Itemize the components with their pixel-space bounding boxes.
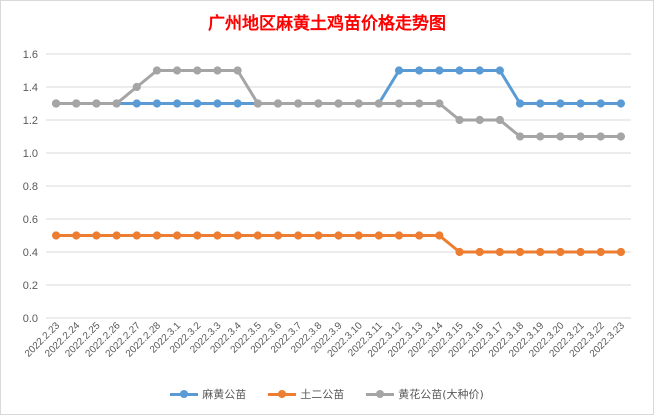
data-point	[334, 231, 343, 240]
data-point	[213, 66, 222, 75]
data-point	[415, 66, 424, 75]
y-tick-label: 0.4	[23, 247, 38, 259]
data-point	[193, 231, 202, 240]
data-point	[354, 99, 363, 108]
data-point	[132, 231, 141, 240]
data-point	[92, 99, 101, 108]
y-tick-label: 1.0	[23, 148, 38, 160]
data-point	[515, 132, 525, 141]
data-point	[455, 247, 464, 257]
legend-item: 黄花公苗(大种价)	[366, 386, 484, 402]
data-point	[233, 99, 242, 108]
data-point	[394, 99, 404, 108]
legend-label: 黄花公苗(大种价)	[398, 388, 484, 401]
data-point	[92, 231, 101, 240]
data-point	[616, 99, 626, 108]
y-tick-label: 0.6	[23, 214, 38, 226]
y-tick-label: 1.2	[23, 115, 38, 127]
data-point	[415, 99, 424, 108]
data-point	[173, 99, 182, 108]
data-point	[314, 99, 323, 108]
legend-item: 麻黄公苗	[170, 386, 246, 402]
data-point	[213, 231, 222, 240]
chart-legend: 麻黄公苗 土二公苗 黄花公苗(大种价)	[1, 386, 653, 402]
data-point	[273, 231, 283, 240]
data-point	[112, 99, 121, 108]
data-point	[51, 99, 61, 108]
legend-item: 土二公苗	[268, 386, 344, 402]
data-point	[233, 66, 242, 75]
data-point	[616, 132, 626, 141]
data-point	[394, 231, 404, 240]
data-point	[173, 231, 182, 240]
data-point	[374, 99, 383, 108]
data-point	[475, 247, 484, 257]
legend-swatch	[170, 389, 199, 399]
data-point	[354, 231, 363, 240]
data-point	[253, 99, 262, 108]
data-point	[515, 247, 525, 257]
data-point	[455, 66, 464, 75]
data-point	[435, 99, 444, 108]
y-tick-label: 0.2	[23, 280, 38, 292]
data-point	[576, 247, 585, 257]
data-point	[536, 247, 545, 257]
chart-title: 广州地区麻黄土鸡苗价格走势图	[208, 14, 446, 34]
legend-label: 土二公苗	[300, 388, 345, 401]
data-point	[173, 66, 182, 75]
data-point	[596, 99, 605, 108]
data-point	[435, 231, 444, 240]
data-point	[515, 99, 525, 108]
data-point	[152, 231, 162, 240]
data-point	[314, 231, 323, 240]
data-point	[132, 82, 141, 92]
data-point	[132, 99, 141, 108]
data-point	[495, 247, 504, 257]
data-point	[233, 231, 242, 240]
data-point	[556, 247, 565, 257]
data-point	[374, 231, 383, 240]
data-point	[193, 66, 202, 75]
data-point	[253, 231, 262, 240]
data-point	[576, 132, 585, 141]
data-point	[596, 247, 605, 257]
legend-swatch	[268, 389, 297, 399]
data-point	[455, 115, 464, 125]
data-point	[556, 132, 565, 141]
data-point	[152, 99, 162, 108]
data-point	[394, 66, 404, 75]
data-point	[616, 247, 626, 257]
data-point	[334, 99, 343, 108]
legend-label: 麻黄公苗	[202, 388, 247, 401]
data-point	[556, 99, 565, 108]
data-point	[273, 99, 283, 108]
data-point	[193, 99, 202, 108]
data-point	[213, 99, 222, 108]
y-tick-label: 0.8	[23, 181, 38, 193]
data-point	[415, 231, 424, 240]
data-point	[495, 66, 504, 75]
data-point	[536, 132, 545, 141]
y-tick-label: 1.4	[23, 82, 38, 94]
y-tick-label: 1.6	[23, 49, 38, 61]
data-point	[536, 99, 545, 108]
data-point	[475, 66, 484, 75]
data-point	[72, 231, 81, 240]
legend-swatch	[366, 389, 395, 399]
data-point	[294, 231, 303, 240]
data-point	[475, 115, 484, 125]
data-point	[152, 66, 162, 75]
data-point	[51, 231, 61, 240]
data-point	[294, 99, 303, 108]
data-point	[495, 115, 504, 125]
data-point	[112, 231, 121, 240]
y-tick-label: 0.0	[23, 313, 38, 325]
data-point	[72, 99, 81, 108]
data-point	[576, 99, 585, 108]
data-point	[435, 66, 444, 75]
data-point	[596, 132, 605, 141]
